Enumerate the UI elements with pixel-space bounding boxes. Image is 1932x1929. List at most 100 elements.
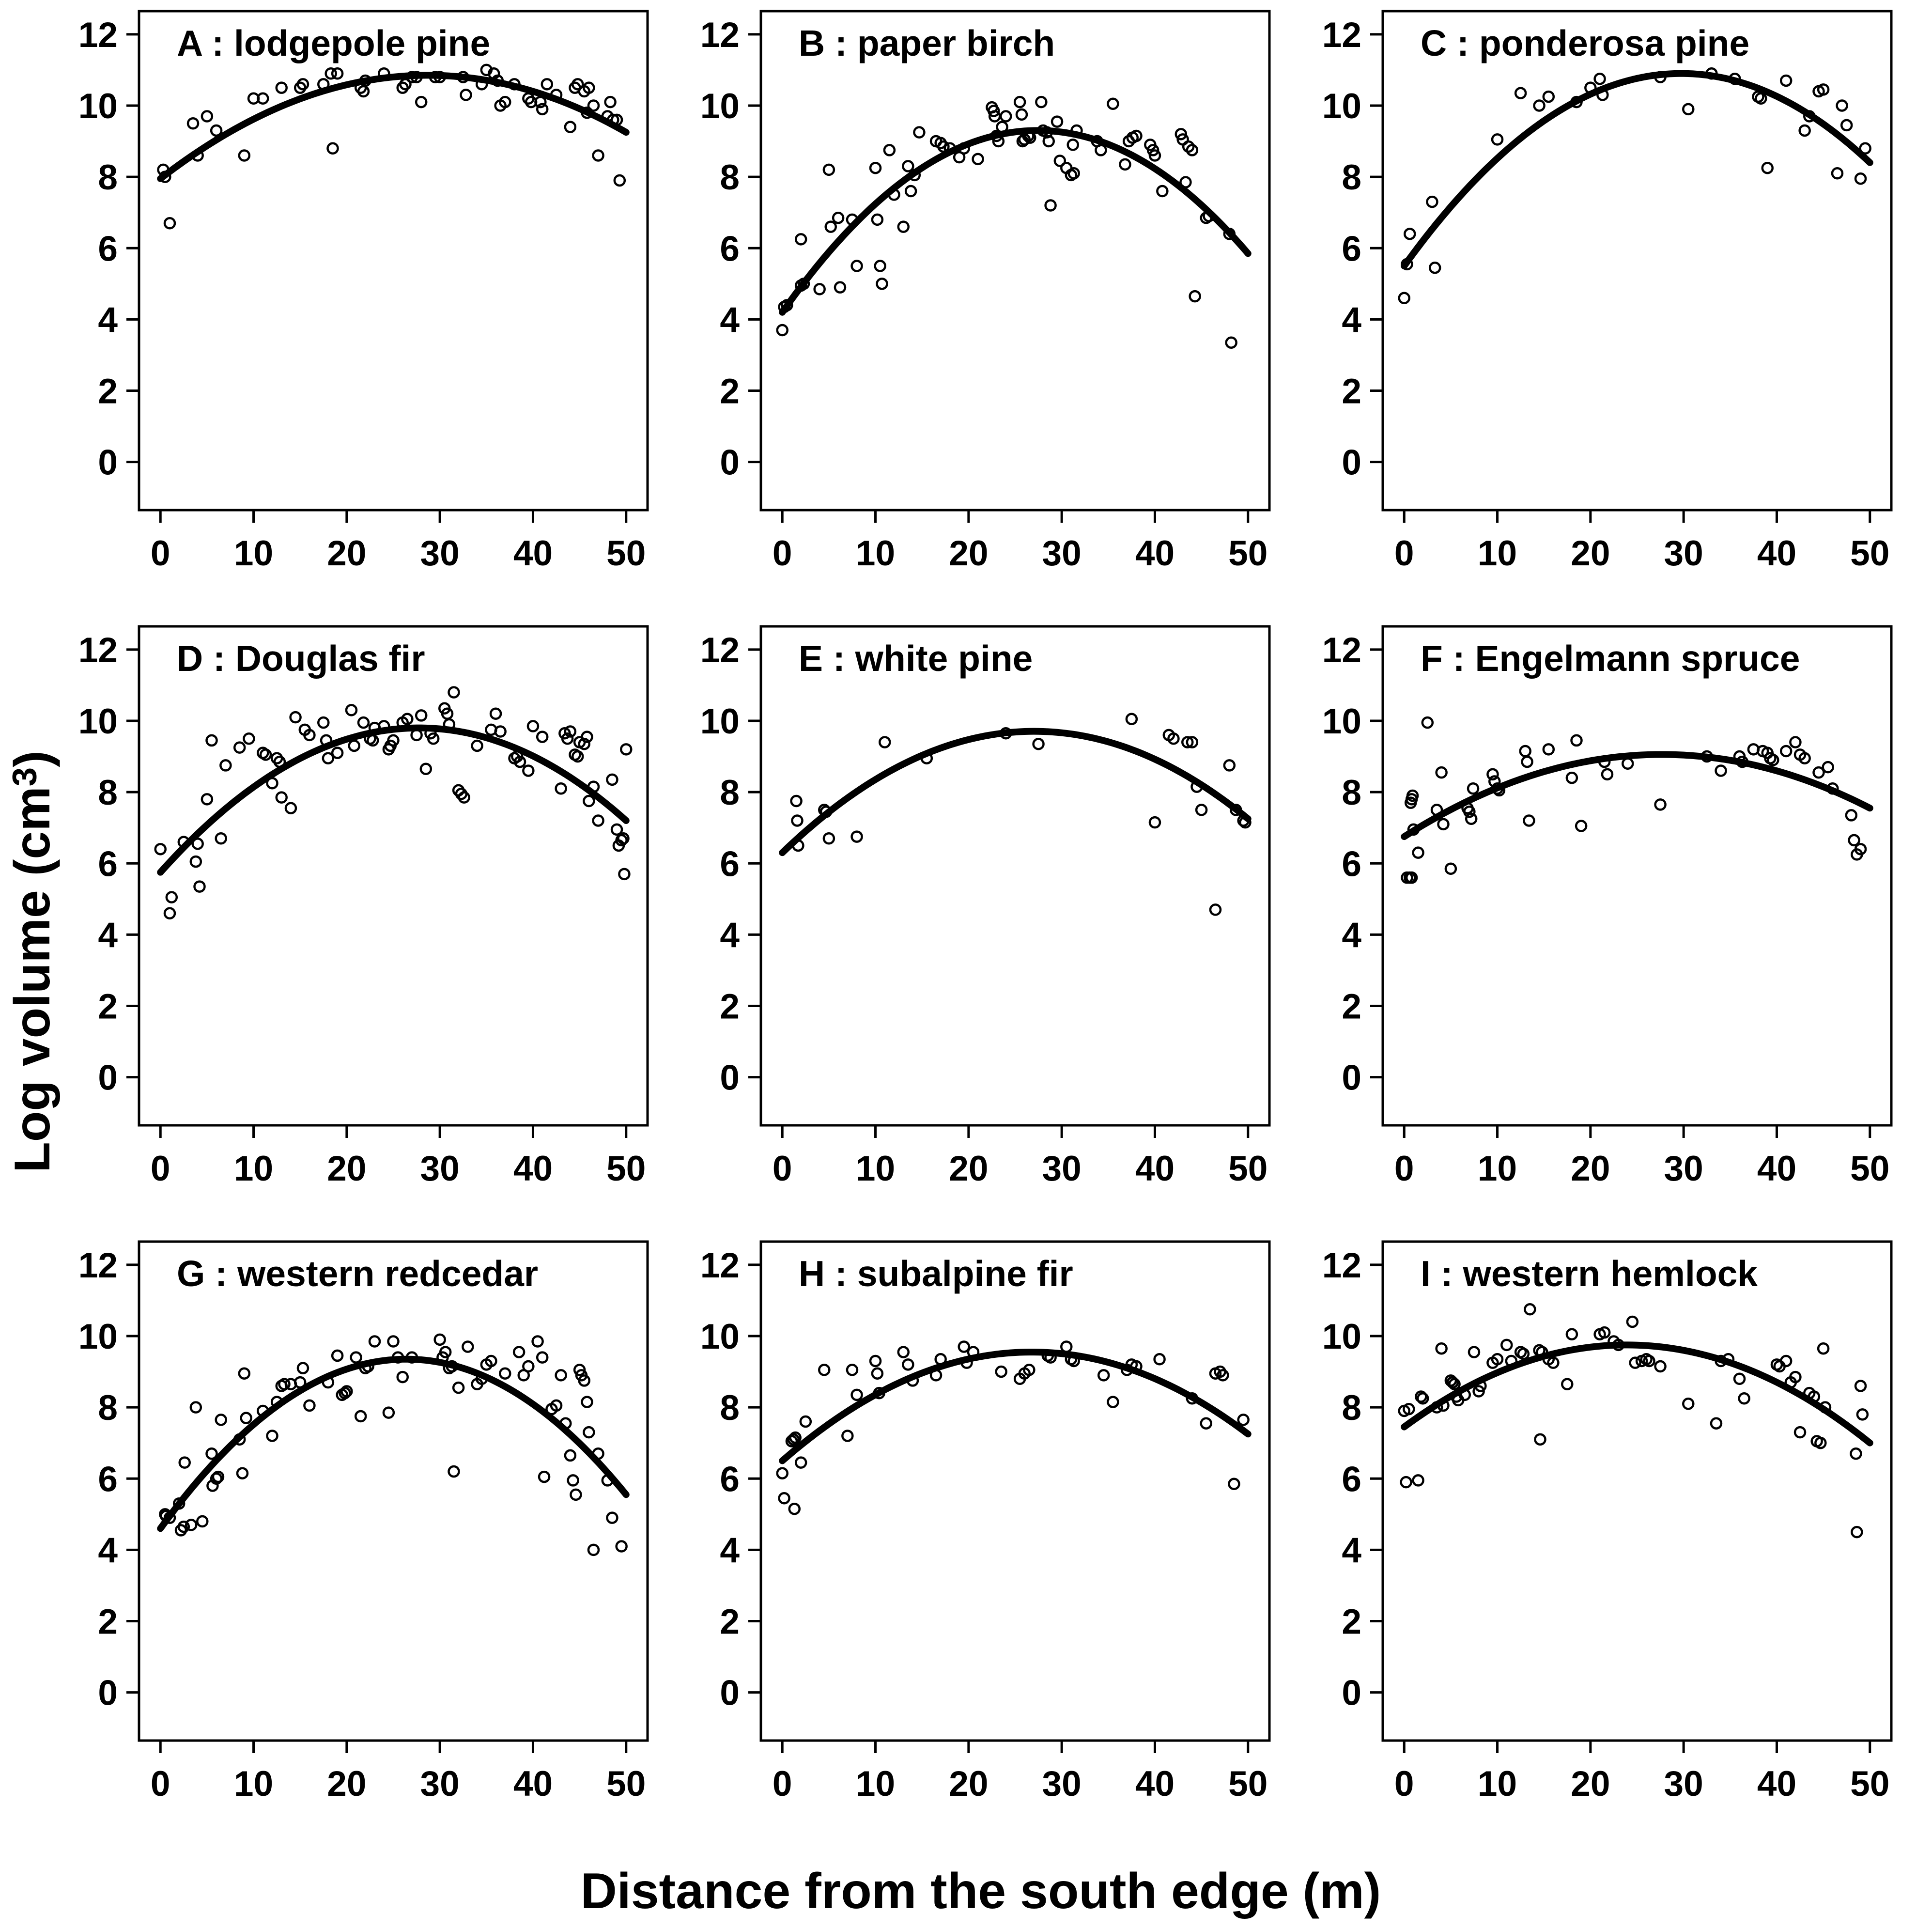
scatter-points [776,95,1237,349]
panel-title: E : white pine [799,638,1033,679]
x-axis-ticks: 0 10 20 30 40 50 [773,510,1267,573]
data-point [331,1349,344,1362]
data-point [189,855,202,868]
data-point [791,814,804,827]
y-tick-label: 12 [700,631,740,670]
data-point [1428,261,1441,274]
data-point [1682,103,1695,116]
data-point [1654,798,1667,811]
data-point [943,142,957,155]
data-point [178,1456,191,1469]
y-tick-label: 2 [1342,1602,1361,1642]
data-point [1403,1403,1415,1416]
data-point [1430,804,1443,816]
data-point [1565,1328,1578,1341]
data-point [1148,816,1161,829]
data-point [1493,784,1506,797]
data-point [850,830,863,843]
data-point [1654,1360,1667,1373]
panel-C-ponderosa-pine: 0 10 20 30 40 50 0 2 4 6 8 10 12 C : ponderosa pine [1298,4,1899,619]
data-point [1042,135,1055,148]
data-point [1070,124,1083,137]
data-point [322,1376,335,1389]
data-point [776,1467,788,1479]
data-point [236,1467,249,1479]
data-point [1230,804,1242,816]
data-point [368,1335,381,1348]
data-point [320,734,333,747]
y-tick-label: 12 [700,1246,740,1285]
y-tick-label: 2 [1342,987,1361,1027]
data-point [405,71,418,83]
x-tick-label: 30 [1042,1149,1082,1188]
data-point [578,1374,590,1387]
data-point [897,1346,910,1358]
data-point [378,67,390,80]
x-tick-label: 50 [1850,1149,1889,1188]
data-point [992,135,1005,148]
data-point [1060,1340,1073,1353]
data-point [1547,1356,1560,1369]
data-point [587,1543,600,1556]
data-point [1190,780,1203,793]
data-point [888,188,900,201]
data-point [541,78,554,91]
y-tick-label: 6 [720,1460,740,1499]
y-tick-label: 10 [700,87,740,126]
x-tick-label: 20 [949,1149,988,1188]
x-axis-title: Distance from the south edge (m) [580,1863,1381,1919]
data-point [1779,745,1793,758]
data-point [1217,1369,1229,1382]
data-point [1412,846,1424,859]
data-point [296,1362,309,1374]
data-point [1570,95,1583,109]
y-tick-label: 6 [98,229,118,268]
data-point [266,1430,278,1442]
y-tick-label: 10 [1322,702,1361,741]
data-point [610,113,623,126]
data-point [1437,818,1450,831]
x-tick-label: 10 [1478,534,1517,573]
data-point [275,81,288,94]
data-point [1024,131,1036,144]
data-point [1817,83,1830,96]
data-point [1654,71,1667,83]
data-point [799,1415,812,1428]
data-point [538,1470,551,1483]
x-tick-label: 30 [1664,1764,1703,1804]
data-point [561,732,574,745]
y-axis-ticks: 0 2 4 6 8 10 12 [78,1246,139,1713]
data-point [1237,1414,1250,1426]
x-tick-label: 20 [327,1149,366,1188]
data-point [1524,1303,1536,1316]
scatter-points [1398,1303,1869,1539]
data-point [564,121,577,133]
data-point [587,99,600,112]
data-point [212,1470,225,1483]
y-tick-label: 10 [1322,87,1361,126]
data-point [289,711,302,724]
data-point [902,1358,914,1371]
data-point [834,281,847,294]
data-point [1521,755,1533,768]
x-tick-label: 50 [1228,1149,1267,1188]
data-point [1463,805,1476,818]
data-point [1195,804,1208,816]
data-point [1023,1364,1036,1376]
data-point [1767,754,1779,766]
data-point [1500,1338,1513,1352]
data-point [1831,167,1844,180]
data-point [177,1520,190,1533]
y-tick-label: 8 [720,773,740,812]
data-point [1840,119,1853,132]
y-tick-label: 10 [78,87,118,126]
data-point [1186,736,1199,748]
y-tick-label: 12 [1322,631,1361,670]
data-point [615,834,628,847]
x-tick-label: 0 [151,534,170,573]
data-point [1435,766,1448,779]
data-point [1181,736,1194,748]
data-point [387,734,400,747]
y-axis-ticks: 0 2 4 6 8 10 12 [1322,1246,1383,1713]
data-point [876,278,888,290]
